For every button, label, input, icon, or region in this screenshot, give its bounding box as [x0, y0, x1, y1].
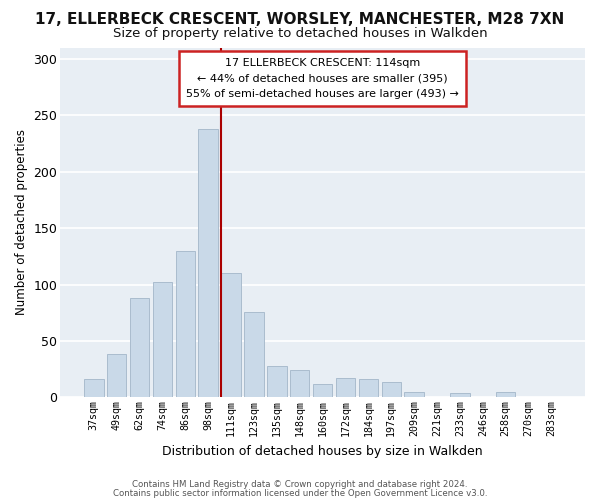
Bar [382, 382, 401, 398]
Bar [313, 384, 332, 398]
X-axis label: Distribution of detached houses by size in Walkden: Distribution of detached houses by size … [162, 444, 483, 458]
Bar [496, 392, 515, 398]
Bar [267, 366, 287, 398]
Text: Contains public sector information licensed under the Open Government Licence v3: Contains public sector information licen… [113, 490, 487, 498]
Bar [290, 370, 310, 398]
Text: Size of property relative to detached houses in Walkden: Size of property relative to detached ho… [113, 28, 487, 40]
Bar [176, 250, 195, 398]
Bar [244, 312, 263, 398]
Text: Contains HM Land Registry data © Crown copyright and database right 2024.: Contains HM Land Registry data © Crown c… [132, 480, 468, 489]
Bar [450, 393, 470, 398]
Bar [130, 298, 149, 398]
Bar [404, 392, 424, 398]
Y-axis label: Number of detached properties: Number of detached properties [15, 130, 28, 316]
Text: 17 ELLERBECK CRESCENT: 114sqm
← 44% of detached houses are smaller (395)
55% of : 17 ELLERBECK CRESCENT: 114sqm ← 44% of d… [186, 58, 459, 99]
Bar [153, 282, 172, 398]
Bar [336, 378, 355, 398]
Bar [359, 380, 378, 398]
Bar [84, 380, 104, 398]
Text: 17, ELLERBECK CRESCENT, WORSLEY, MANCHESTER, M28 7XN: 17, ELLERBECK CRESCENT, WORSLEY, MANCHES… [35, 12, 565, 28]
Bar [221, 273, 241, 398]
Bar [107, 354, 127, 398]
Bar [199, 129, 218, 398]
